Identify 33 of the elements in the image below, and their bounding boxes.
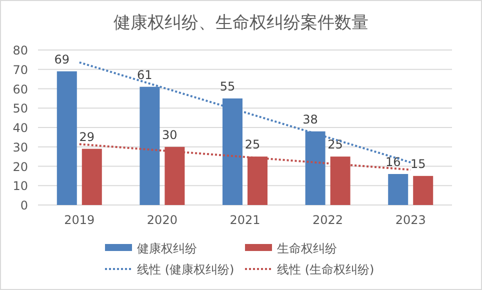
chart-title: 健康权纠纷、生命权纠纷案件数量 (114, 13, 368, 33)
data-label: 25 (244, 138, 260, 152)
y-tick-label: 40 (12, 121, 28, 135)
bar (56, 71, 77, 205)
legend-label: 生命权纠纷 (277, 242, 337, 256)
bar (82, 148, 102, 205)
y-tick-label: 20 (12, 160, 28, 174)
legend-label: 健康权纠纷 (137, 242, 197, 256)
data-label: 69 (54, 52, 70, 66)
legend-label: 线性 (健康权纠纷) (137, 262, 234, 276)
legend-label: 线性 (生命权纠纷) (277, 262, 374, 276)
data-label: 55 (220, 79, 236, 94)
data-label: 15 (410, 156, 426, 171)
data-label: 38 (302, 112, 318, 126)
x-tick-label: 2019 (64, 213, 95, 227)
y-tick-label: 30 (12, 140, 28, 154)
x-tick-label: 2022 (312, 213, 344, 227)
bar (388, 174, 408, 205)
y-tick-label: 50 (12, 102, 28, 116)
y-tick-label: 60 (12, 82, 28, 96)
data-label: 29 (79, 130, 95, 144)
y-tick-label: 70 (12, 62, 28, 77)
bar (413, 176, 434, 205)
x-tick-label: 2020 (146, 213, 178, 227)
x-tick-label: 2021 (230, 213, 260, 227)
data-label: 25 (328, 138, 343, 152)
data-label: 61 (137, 68, 152, 82)
x-tick-label: 2023 (395, 213, 426, 227)
data-label: 16 (385, 155, 401, 169)
y-tick-label: 0 (20, 198, 28, 212)
y-tick-label: 80 (12, 44, 28, 58)
data-label: 30 (162, 128, 178, 142)
y-tick-label: 10 (12, 179, 28, 194)
